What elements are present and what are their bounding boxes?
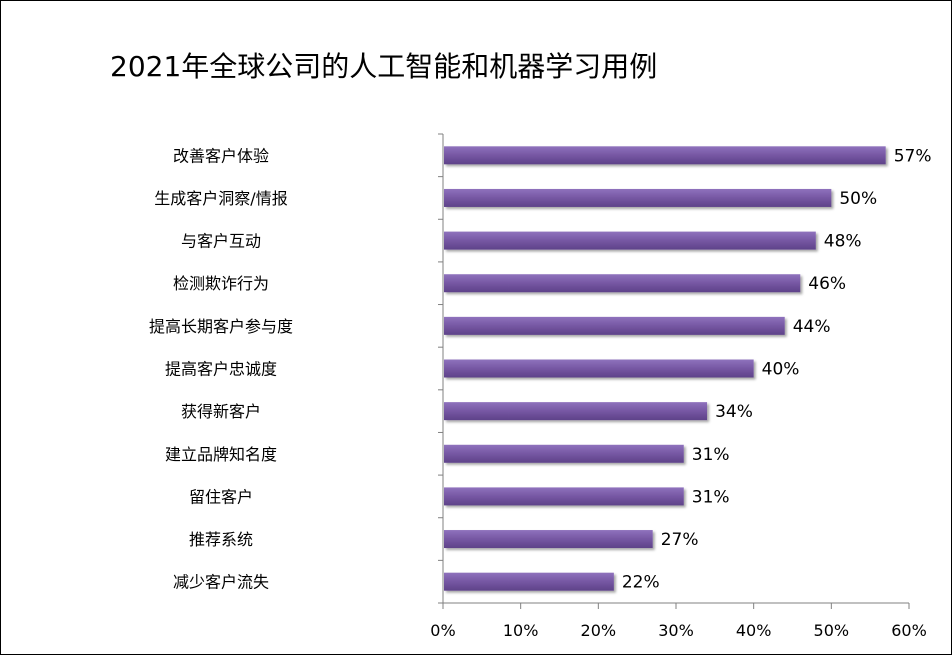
category-label: 提高长期客户参与度 (149, 317, 293, 336)
x-tick-label: 50% (814, 621, 850, 640)
category-label: 获得新客户 (181, 402, 261, 421)
value-label: 44% (793, 317, 831, 337)
bar (444, 487, 684, 506)
bar (444, 146, 886, 165)
value-label: 27% (661, 530, 699, 550)
bar (444, 231, 816, 250)
value-label: 50% (839, 189, 877, 209)
category-label: 改善客户体验 (173, 146, 269, 165)
category-label: 减少客户流失 (173, 573, 269, 592)
value-label: 40% (762, 360, 800, 380)
value-label: 31% (692, 445, 730, 465)
x-tick-label: 0% (430, 621, 455, 640)
category-label: 留住客户 (189, 487, 253, 506)
category-label: 建立品牌知名度 (165, 445, 277, 464)
category-label: 生成客户洞察/情报 (154, 189, 287, 208)
value-label: 46% (808, 274, 846, 294)
bar (444, 316, 785, 335)
x-tick-label: 30% (658, 621, 694, 640)
bar (444, 274, 801, 293)
category-label: 与客户互动 (181, 232, 261, 251)
x-tick-label: 10% (503, 621, 539, 640)
value-label: 22% (622, 573, 660, 593)
bar (444, 530, 653, 549)
x-tick-label: 40% (736, 621, 772, 640)
chart-title: 2021年全球公司的人工智能和机器学习用例 (110, 50, 658, 83)
bar (444, 402, 708, 421)
bar (444, 188, 832, 207)
category-label: 检测欺诈行为 (173, 274, 269, 293)
value-label: 31% (692, 487, 730, 507)
category-label: 提高客户忠诚度 (165, 360, 277, 379)
bar (444, 359, 754, 378)
x-tick-label: 60% (891, 621, 927, 640)
value-label: 57% (894, 146, 932, 166)
category-label: 推荐系统 (189, 530, 253, 549)
bar (444, 572, 614, 591)
value-label: 48% (824, 232, 862, 252)
value-label: 34% (715, 402, 753, 422)
bar (444, 444, 684, 463)
x-tick-label: 20% (581, 621, 617, 640)
